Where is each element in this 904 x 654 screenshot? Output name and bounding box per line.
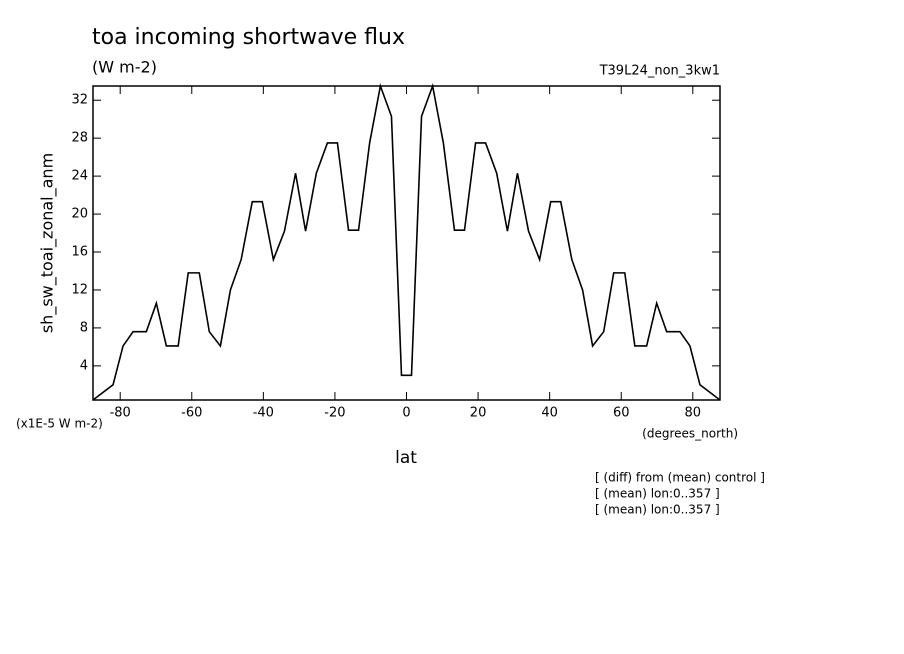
- x-tick-label: 20: [470, 406, 487, 421]
- x-tick-label: 0: [402, 406, 410, 421]
- plot-frame: [92, 85, 721, 401]
- x-tick-label: -60: [181, 406, 202, 421]
- y-tick-label: 16: [71, 245, 88, 260]
- y-tick-label: 20: [71, 207, 88, 222]
- y-tick-label: 24: [71, 169, 88, 184]
- x-tick-label: 40: [541, 406, 558, 421]
- x-axis-label: lat: [395, 448, 417, 468]
- y-tick-label: 12: [71, 282, 88, 297]
- data-line: [92, 82, 721, 401]
- annotation: [ (mean) lon:0..357 ]: [595, 503, 720, 517]
- x-tick-label: -40: [253, 406, 274, 421]
- x-tick-label: -20: [324, 406, 345, 421]
- x-tick-label: 80: [685, 406, 702, 421]
- y-tick-label: 28: [71, 131, 88, 146]
- y-scale-note: (x1E-5 W m-2): [16, 417, 103, 431]
- y-tick-label: 8: [80, 320, 88, 335]
- x-tick-label: -80: [110, 406, 131, 421]
- y-tick-label: 4: [80, 358, 88, 373]
- y-tick-label: 32: [71, 93, 88, 108]
- annotation: [ (mean) lon:0..357 ]: [595, 487, 720, 501]
- run-label: T39L24_non_3kw1: [599, 64, 720, 79]
- annotation: [ (diff) from (mean) control ]: [595, 471, 765, 485]
- x-tick-label: 60: [613, 406, 630, 421]
- chart-subtitle: (W m-2): [92, 58, 157, 77]
- x-units: (degrees_north): [642, 427, 738, 441]
- y-axis-label: sh_sw_toai_zonal_anm: [38, 153, 58, 333]
- chart-title: toa incoming shortwave flux: [92, 25, 405, 50]
